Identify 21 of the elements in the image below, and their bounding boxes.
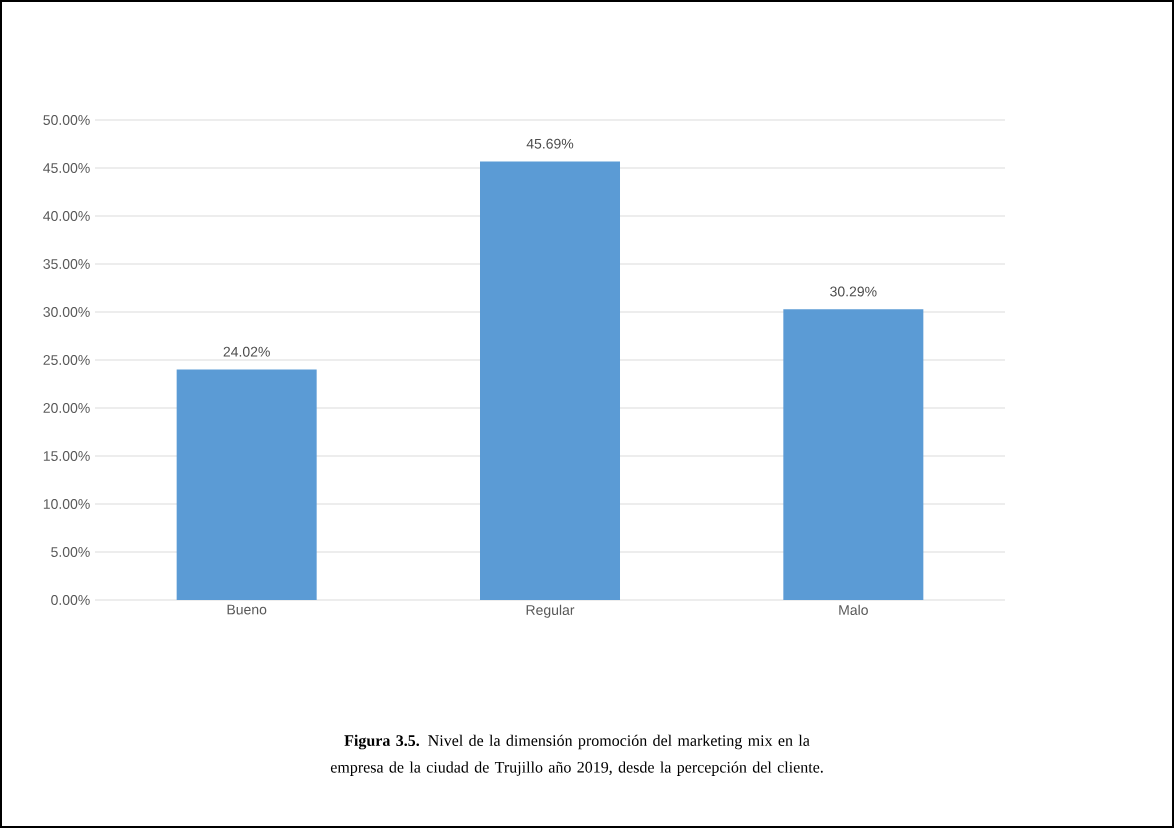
bar [783, 309, 924, 600]
bar [176, 369, 317, 600]
y-tick-label: 35.00% [43, 259, 90, 269]
x-tick-label: Malo [839, 604, 868, 615]
y-tick-label: 30.00% [43, 307, 90, 317]
y-tick-label: 10.00% [43, 499, 90, 509]
y-tick-label: 20.00% [43, 403, 90, 413]
y-tick-label: 0.00% [51, 595, 90, 605]
y-tick-label: 50.00% [43, 115, 90, 125]
y-tick-label: 40.00% [43, 211, 90, 221]
data-label: 45.69% [526, 138, 574, 149]
y-tick-label: 45.00% [43, 163, 90, 173]
x-tick-label: Bueno [227, 604, 267, 615]
x-tick-label: Regular [526, 604, 575, 618]
y-tick-label: 15.00% [43, 451, 90, 461]
data-label: 24.02% [223, 346, 270, 357]
y-tick-label: 25.00% [43, 355, 90, 365]
data-label: 30.29% [830, 286, 877, 297]
bar [480, 161, 620, 600]
y-tick-label: 5.00% [51, 547, 90, 557]
text: Figura 3.5. Nivel de la dimensión promoción del marketing mix en la empresa de la ciudad de Trujillo año 2019, desde la percepción del cliente. [330, 734, 823, 776]
